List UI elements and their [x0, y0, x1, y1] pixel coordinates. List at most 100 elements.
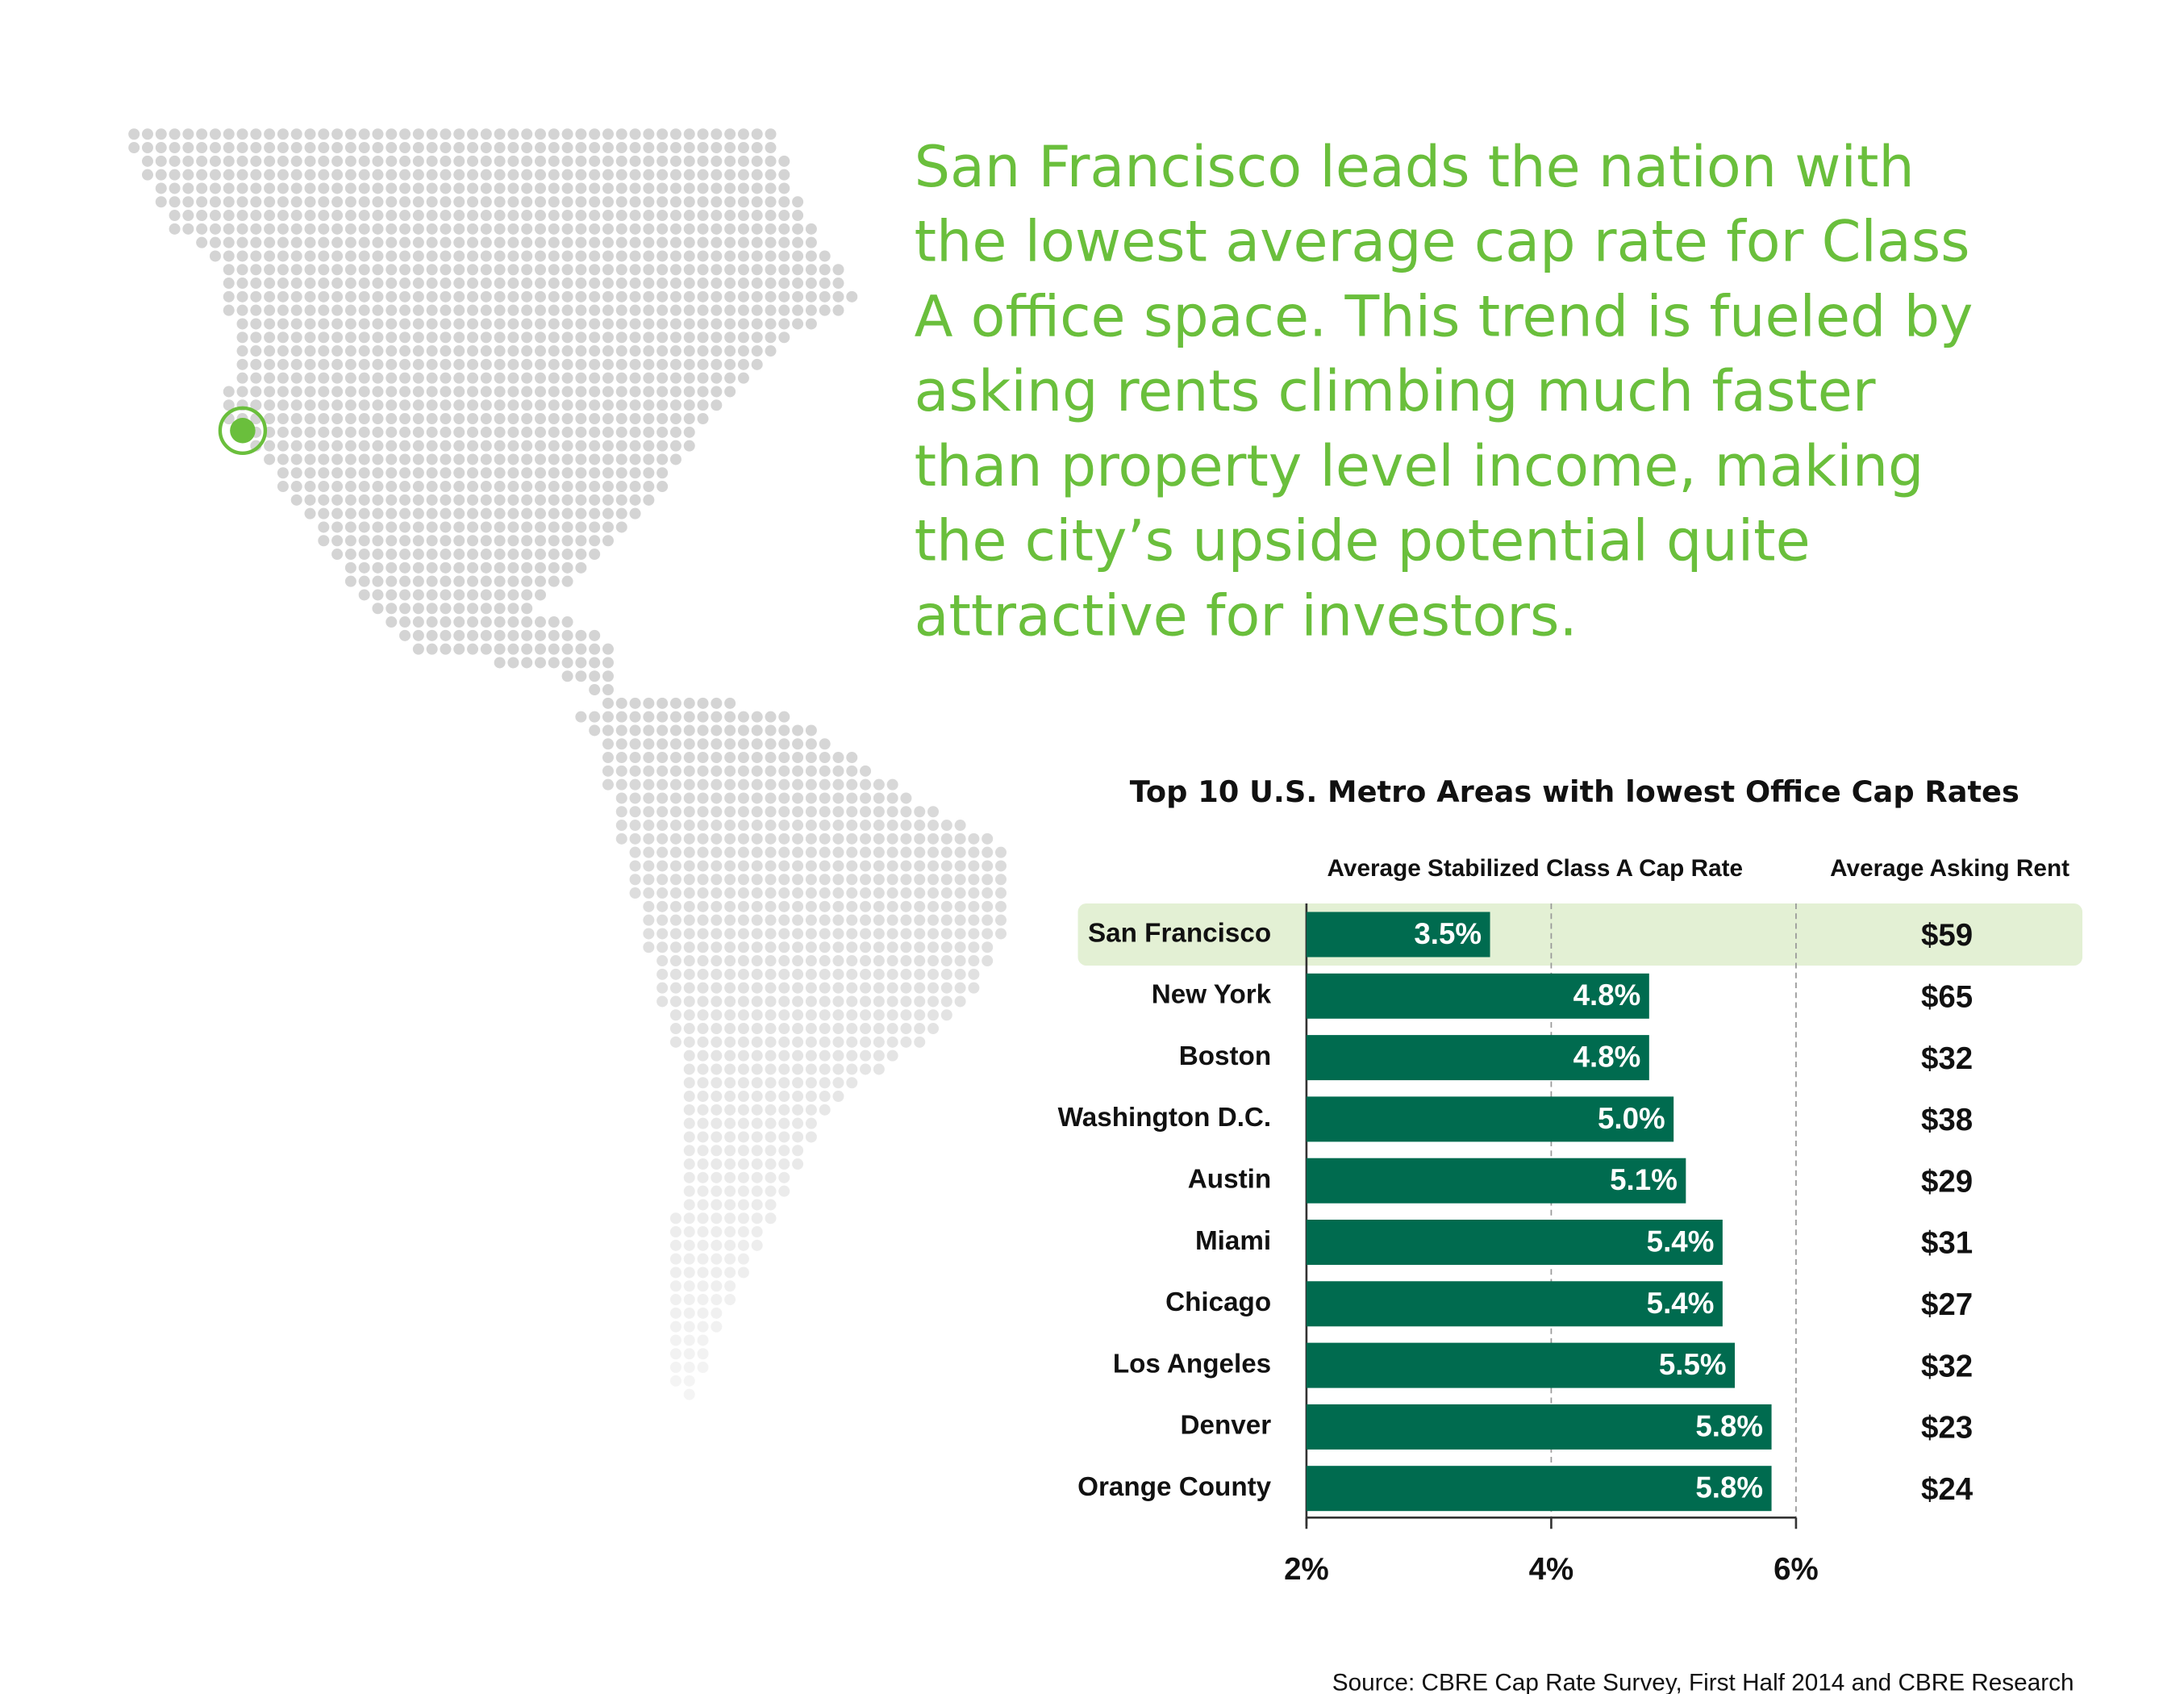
map-dot: [386, 603, 398, 615]
map-dot: [412, 236, 424, 248]
map-dot: [860, 792, 872, 804]
map-dot: [548, 453, 560, 465]
map-dot: [386, 386, 398, 398]
map-dot: [697, 1199, 709, 1211]
map-dot: [778, 1171, 790, 1183]
map-dot: [399, 372, 411, 384]
bar: [1306, 1158, 1686, 1204]
map-dot: [372, 589, 384, 601]
map-dot: [751, 223, 763, 235]
map-dot: [697, 182, 709, 194]
map-dot: [575, 236, 587, 248]
map-dot: [250, 250, 262, 262]
map-dot: [386, 549, 398, 561]
map-dot: [372, 467, 384, 479]
map-dot: [819, 900, 831, 912]
map-dot: [724, 1185, 736, 1197]
map-dot: [344, 169, 356, 181]
map-dot: [372, 535, 384, 547]
map-dot: [914, 995, 926, 1008]
map-dot: [615, 426, 627, 438]
map-dot: [751, 196, 763, 208]
map-dot: [940, 874, 952, 886]
rent-label: $65: [1921, 979, 1973, 1014]
map-dot: [724, 223, 736, 235]
map-dot: [548, 481, 560, 493]
map-dot: [331, 494, 344, 506]
map-dot: [982, 900, 994, 912]
map-dot: [494, 643, 506, 655]
map-dot: [927, 1009, 940, 1021]
map-dot: [711, 1077, 723, 1089]
map-dot: [561, 318, 573, 330]
map-dot: [629, 697, 641, 709]
map-dot: [277, 290, 289, 302]
map-dot: [737, 223, 749, 235]
map-dot: [494, 453, 506, 465]
map-dot: [494, 386, 506, 398]
map-dot: [751, 142, 763, 154]
map-dot: [765, 1036, 777, 1048]
map-dot: [683, 1009, 695, 1021]
rent-label: $29: [1921, 1164, 1973, 1199]
map-dot: [236, 358, 248, 370]
category-label: Miami: [1195, 1226, 1271, 1256]
map-dot: [765, 1185, 777, 1197]
map-dot: [521, 561, 533, 574]
map-dot: [399, 236, 411, 248]
bar: [1306, 912, 1490, 958]
map-dot: [629, 196, 641, 208]
map-dot: [711, 290, 723, 302]
map-dot: [792, 1104, 804, 1116]
map-dot: [737, 1212, 749, 1225]
map-dot: [765, 277, 777, 290]
map-dot: [778, 1091, 790, 1103]
map-dot: [832, 778, 844, 791]
map-dot: [412, 182, 424, 194]
map-dot: [819, 928, 831, 940]
map-dot: [480, 372, 492, 384]
map-dot: [507, 223, 519, 235]
map-dot: [629, 874, 641, 886]
map-dot: [358, 575, 370, 587]
map-dot: [412, 372, 424, 384]
map-dot: [737, 928, 749, 940]
map-dot: [832, 900, 844, 912]
map-dot: [290, 264, 302, 276]
map-dot: [724, 820, 736, 832]
map-dot: [683, 874, 695, 886]
map-dot: [399, 142, 411, 154]
map-dot: [805, 955, 817, 967]
map-dot: [575, 358, 587, 370]
map-dot: [697, 1266, 709, 1279]
map-dot: [507, 345, 519, 357]
map-dot: [737, 1049, 749, 1062]
x-tick-label: 6%: [1773, 1552, 1819, 1587]
map-dot: [467, 603, 479, 615]
map-dot: [873, 778, 885, 791]
map-dot: [751, 752, 763, 764]
map-dot: [412, 332, 424, 344]
map-dot: [711, 968, 723, 980]
map-dot: [643, 467, 655, 479]
map-dot: [940, 928, 952, 940]
map-dot: [737, 250, 749, 262]
map-dot: [751, 1104, 763, 1116]
map-dot: [765, 738, 777, 750]
map-dot: [399, 169, 411, 181]
map-dot: [765, 1158, 777, 1170]
map-dot: [602, 752, 614, 764]
map-dot: [494, 223, 506, 235]
map-dot: [372, 182, 384, 194]
map-dot: [412, 413, 424, 425]
map-dot: [331, 413, 344, 425]
map-dot: [629, 332, 641, 344]
map-dot: [805, 752, 817, 764]
map-dot: [548, 236, 560, 248]
map-dot: [805, 968, 817, 980]
map-dot: [507, 575, 519, 587]
map-dot: [711, 1226, 723, 1238]
map-dot: [751, 832, 763, 845]
map-dot: [711, 860, 723, 872]
map-dot: [711, 1239, 723, 1251]
